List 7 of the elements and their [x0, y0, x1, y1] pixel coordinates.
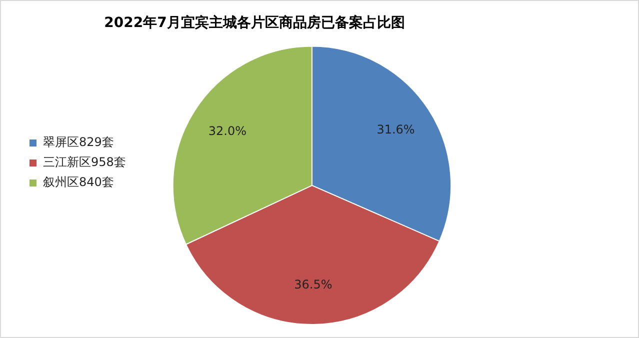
data-label: 36.5% — [294, 278, 332, 292]
data-label: 32.0% — [208, 124, 247, 138]
legend-label: 三江新区958套 — [43, 155, 126, 170]
data-label: 31.6% — [376, 122, 415, 137]
legend-label: 翠屏区829套 — [43, 135, 114, 150]
legend-label: 叙州区840套 — [43, 175, 114, 190]
chart-title: 2022年7月宜宾主城各片区商品房已备案占比图 — [104, 14, 405, 32]
